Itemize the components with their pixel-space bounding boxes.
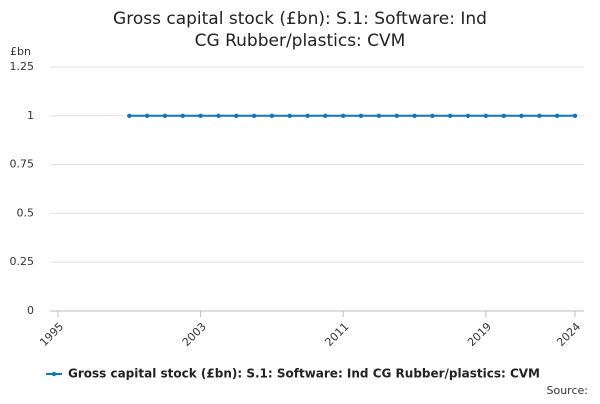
- point: [358, 113, 364, 119]
- point: [554, 113, 560, 119]
- point: [465, 113, 471, 119]
- x-tick-label: 2019: [465, 320, 494, 349]
- point: [269, 113, 275, 119]
- point: [519, 113, 524, 119]
- point: [537, 113, 542, 119]
- x-tick-label: 2003: [180, 320, 209, 349]
- x-tick-label: 1995: [37, 320, 66, 349]
- point: [430, 113, 435, 119]
- y-tick-label: 0: [27, 304, 34, 317]
- point: [234, 113, 239, 119]
- x-tick-label: 2011: [322, 320, 351, 349]
- point: [144, 113, 150, 119]
- point: [251, 113, 257, 119]
- point: [198, 113, 203, 119]
- point: [341, 113, 346, 119]
- point: [305, 113, 310, 119]
- point: [501, 113, 506, 119]
- point: [323, 113, 328, 119]
- source: Source:: [547, 384, 589, 397]
- point: [162, 113, 168, 119]
- y-tick-label: 1.25: [10, 60, 35, 73]
- point: [127, 113, 132, 119]
- point: [412, 113, 417, 119]
- point: [287, 113, 292, 119]
- point: [376, 113, 382, 119]
- point: [180, 113, 185, 119]
- legend-swatch: [51, 371, 57, 377]
- y-tick-label: 0.25: [10, 255, 35, 268]
- point: [483, 113, 489, 119]
- legend-label: Gross capital stock (£bn): S.1: Software…: [68, 367, 540, 381]
- y-tick-label: 0.75: [10, 158, 35, 171]
- y-tick-label: 1: [27, 109, 34, 122]
- y-tick-label: 0.5: [17, 206, 35, 219]
- chart-title: Gross capital stock (£bn): S.1: Software…: [113, 9, 487, 51]
- point: [572, 113, 578, 119]
- x-tick-label: 2024: [554, 320, 583, 349]
- point: [448, 113, 453, 119]
- point: [216, 113, 221, 119]
- y-unit: £bn: [10, 45, 31, 58]
- point: [394, 113, 399, 119]
